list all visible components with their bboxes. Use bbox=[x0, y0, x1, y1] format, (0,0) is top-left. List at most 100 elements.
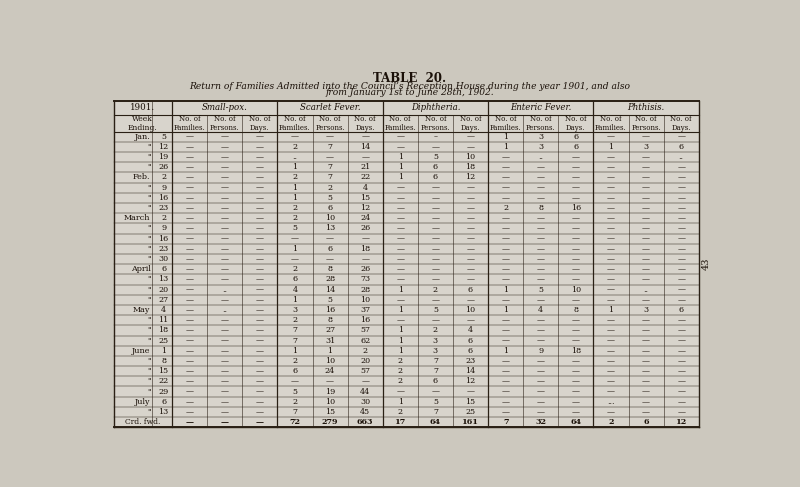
Text: —: — bbox=[537, 276, 545, 283]
Text: —: — bbox=[221, 357, 229, 365]
Text: —: — bbox=[221, 337, 229, 345]
Text: —: — bbox=[502, 377, 510, 385]
Text: —: — bbox=[186, 388, 194, 395]
Text: —: — bbox=[396, 265, 404, 273]
Text: 6: 6 bbox=[292, 367, 298, 375]
Text: 15: 15 bbox=[466, 398, 475, 406]
Text: —: — bbox=[537, 173, 545, 182]
Text: —: — bbox=[607, 225, 615, 232]
Text: Diphtheria.: Diphtheria. bbox=[410, 103, 460, 112]
Text: 2: 2 bbox=[292, 173, 298, 182]
Text: 31: 31 bbox=[325, 337, 335, 345]
Text: 16: 16 bbox=[158, 194, 169, 202]
Text: 1: 1 bbox=[161, 347, 166, 355]
Text: 5: 5 bbox=[161, 132, 166, 141]
Text: —: — bbox=[221, 347, 229, 355]
Text: No. of
Days.: No. of Days. bbox=[460, 114, 482, 131]
Text: —: — bbox=[466, 265, 474, 273]
Text: —: — bbox=[502, 245, 510, 253]
Text: No. of
Families.: No. of Families. bbox=[279, 114, 311, 131]
Text: —: — bbox=[466, 255, 474, 263]
Text: —: — bbox=[572, 316, 580, 324]
Text: —: — bbox=[256, 225, 264, 232]
Text: ": " bbox=[147, 153, 150, 161]
Text: 1: 1 bbox=[398, 347, 403, 355]
Text: 3: 3 bbox=[643, 143, 649, 151]
Text: —: — bbox=[431, 235, 439, 243]
Text: 23: 23 bbox=[466, 357, 476, 365]
Text: —: — bbox=[221, 255, 229, 263]
Text: 26: 26 bbox=[158, 163, 169, 171]
Text: 8: 8 bbox=[327, 265, 333, 273]
Text: —: — bbox=[186, 225, 194, 232]
Text: 16: 16 bbox=[158, 235, 169, 243]
Text: No. of
Persons.: No. of Persons. bbox=[421, 114, 450, 131]
Text: 4: 4 bbox=[538, 306, 543, 314]
Text: —: — bbox=[502, 316, 510, 324]
Text: 1: 1 bbox=[292, 245, 298, 253]
Text: 5: 5 bbox=[293, 225, 298, 232]
Text: —: — bbox=[431, 316, 439, 324]
Text: 26: 26 bbox=[360, 265, 370, 273]
Text: —: — bbox=[502, 163, 510, 171]
Text: —: — bbox=[642, 245, 650, 253]
Text: —: — bbox=[607, 326, 615, 335]
Text: Scarlet Fever.: Scarlet Fever. bbox=[300, 103, 360, 112]
Text: —: — bbox=[677, 255, 685, 263]
Text: —: — bbox=[642, 204, 650, 212]
Text: —: — bbox=[502, 408, 510, 416]
Text: —: — bbox=[607, 245, 615, 253]
Text: 6: 6 bbox=[574, 143, 578, 151]
Text: 2: 2 bbox=[433, 326, 438, 335]
Text: —: — bbox=[186, 377, 194, 385]
Text: —: — bbox=[642, 316, 650, 324]
Text: —: — bbox=[361, 153, 369, 161]
Text: —: — bbox=[572, 255, 580, 263]
Text: 6: 6 bbox=[292, 276, 298, 283]
Text: —: — bbox=[256, 276, 264, 283]
Text: ..: .. bbox=[293, 153, 298, 161]
Text: —: — bbox=[677, 276, 685, 283]
Text: 16: 16 bbox=[325, 306, 335, 314]
Text: 57: 57 bbox=[360, 367, 370, 375]
Text: —: — bbox=[326, 255, 334, 263]
Text: —: — bbox=[502, 255, 510, 263]
Text: —: — bbox=[572, 265, 580, 273]
Text: —: — bbox=[537, 398, 545, 406]
Text: 23: 23 bbox=[158, 204, 169, 212]
Text: 8: 8 bbox=[574, 306, 578, 314]
Text: 5: 5 bbox=[433, 153, 438, 161]
Text: 30: 30 bbox=[360, 398, 370, 406]
Text: —: — bbox=[537, 357, 545, 365]
Text: —: — bbox=[221, 235, 229, 243]
Text: —: — bbox=[221, 367, 229, 375]
Text: 72: 72 bbox=[290, 418, 301, 426]
Text: 2: 2 bbox=[292, 214, 298, 222]
Text: —: — bbox=[677, 194, 685, 202]
Text: 18: 18 bbox=[360, 245, 370, 253]
Text: —: — bbox=[572, 163, 580, 171]
Text: —: — bbox=[396, 245, 404, 253]
Text: 6: 6 bbox=[678, 143, 684, 151]
Text: —: — bbox=[677, 132, 685, 141]
Text: No. of
Families.: No. of Families. bbox=[174, 114, 206, 131]
Text: 62: 62 bbox=[360, 337, 370, 345]
Text: —: — bbox=[607, 132, 615, 141]
Text: —: — bbox=[572, 398, 580, 406]
Text: —: — bbox=[607, 367, 615, 375]
Text: —: — bbox=[537, 184, 545, 192]
Text: —: — bbox=[431, 276, 439, 283]
Text: 10: 10 bbox=[325, 357, 335, 365]
Text: —: — bbox=[642, 347, 650, 355]
Text: —: — bbox=[572, 367, 580, 375]
Text: 32: 32 bbox=[535, 418, 546, 426]
Text: 3: 3 bbox=[538, 132, 543, 141]
Text: —: — bbox=[677, 408, 685, 416]
Text: 44: 44 bbox=[360, 388, 370, 395]
Text: —: — bbox=[396, 296, 404, 304]
Text: —: — bbox=[396, 184, 404, 192]
Text: —: — bbox=[572, 337, 580, 345]
Text: —: — bbox=[677, 184, 685, 192]
Text: 3: 3 bbox=[292, 306, 298, 314]
Text: —: — bbox=[607, 173, 615, 182]
